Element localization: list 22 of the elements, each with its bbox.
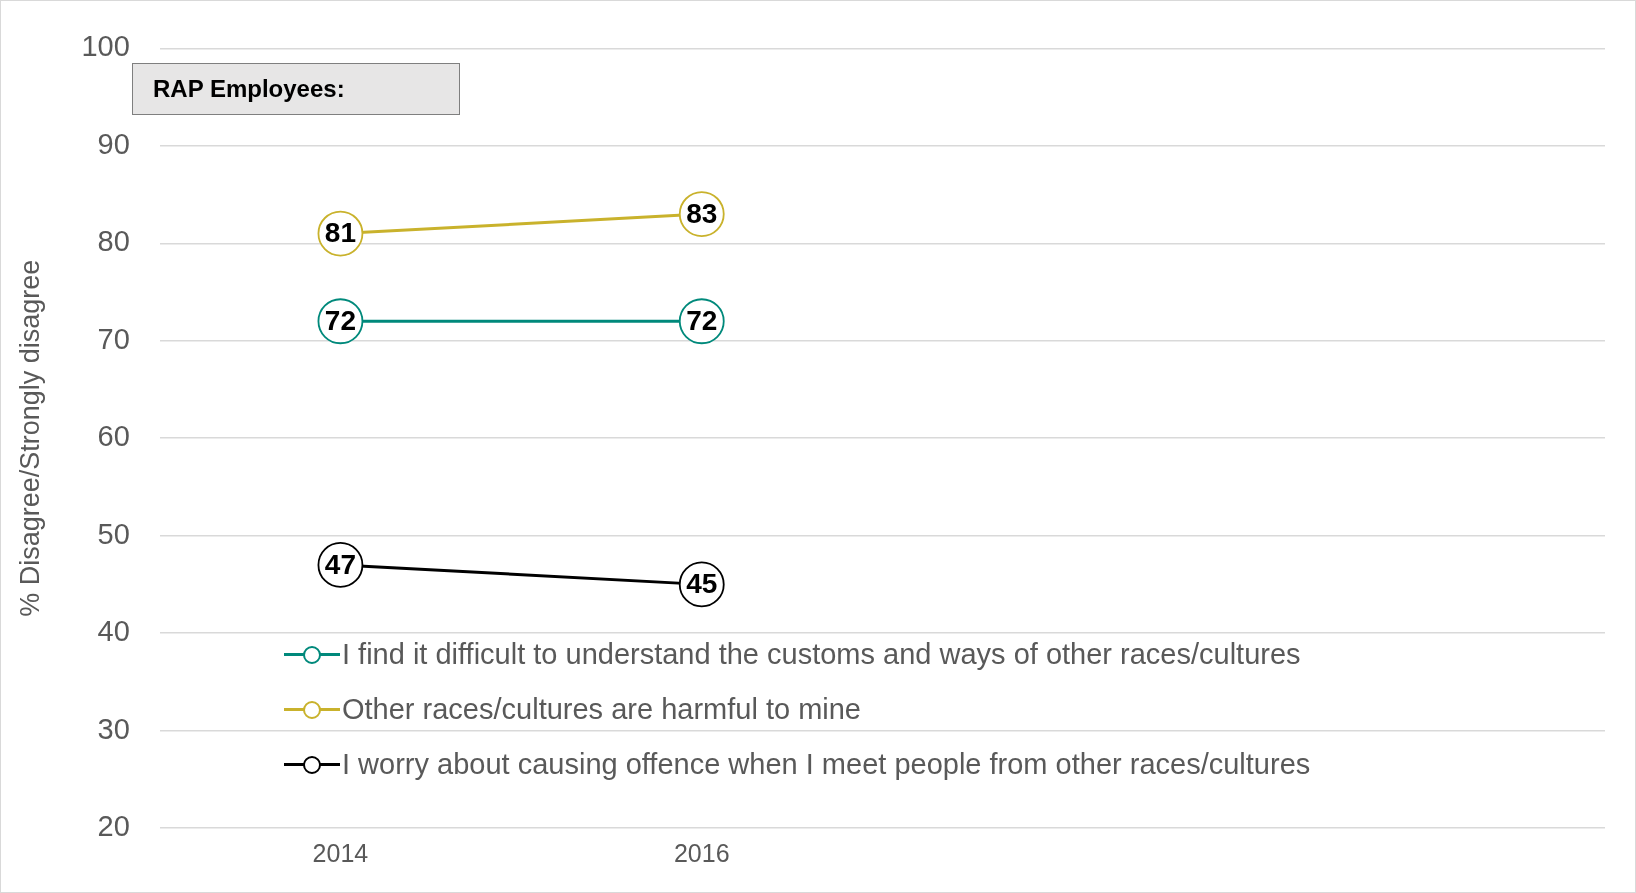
y-axis-title: % Disagree/Strongly disagree	[14, 259, 45, 617]
data-label: 47	[324, 548, 357, 580]
data-label: 83	[686, 197, 718, 229]
y-tick-label: 90	[97, 127, 130, 160]
x-tick-label: 2016	[673, 838, 730, 867]
y-tick-label: 30	[97, 712, 130, 745]
y-tick-label: 70	[97, 322, 130, 355]
text-box: RAP Employees:	[132, 63, 460, 115]
data-label: 81	[324, 217, 357, 249]
legend-label: Other races/cultures are harmful to mine	[342, 693, 861, 726]
y-tick-label: 60	[97, 420, 130, 453]
legend-label: I find it difficult to understand the customs and ways of other races/cultures	[342, 638, 1301, 671]
y-tick-label: 20	[97, 810, 130, 842]
x-tick-label: 2014	[312, 838, 369, 867]
data-label: 72	[324, 304, 357, 336]
data-label: 45	[686, 568, 718, 600]
data-label: 72	[686, 304, 718, 336]
y-tick-label: 80	[97, 225, 130, 258]
y-tick-label: 100	[81, 30, 130, 63]
y-tick-label: 50	[97, 517, 130, 550]
legend-label: I worry about causing offence when I meet people from other races/cultures	[342, 748, 1311, 781]
y-tick-label: 40	[97, 615, 130, 648]
